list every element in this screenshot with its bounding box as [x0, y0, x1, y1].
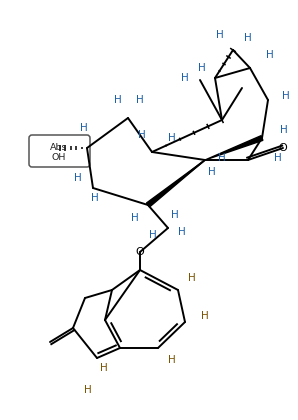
Text: Abs: Abs	[50, 142, 68, 152]
Text: H: H	[216, 30, 224, 40]
Text: H: H	[266, 50, 274, 60]
Text: H: H	[80, 123, 88, 133]
Text: H: H	[178, 227, 186, 237]
Text: H: H	[138, 130, 146, 140]
Text: H: H	[171, 210, 179, 220]
FancyBboxPatch shape	[29, 135, 90, 167]
Text: O: O	[136, 247, 144, 257]
Text: H: H	[208, 167, 216, 177]
Text: H: H	[168, 133, 176, 143]
Polygon shape	[205, 136, 263, 160]
Text: OH: OH	[52, 153, 66, 163]
Text: H: H	[274, 153, 282, 163]
Text: H: H	[218, 153, 226, 163]
Text: H: H	[131, 213, 139, 223]
Text: H: H	[74, 173, 82, 183]
Polygon shape	[146, 160, 205, 207]
Text: H: H	[244, 33, 252, 43]
Text: H: H	[181, 73, 189, 83]
Text: H: H	[136, 95, 144, 105]
Text: H: H	[201, 311, 209, 321]
Text: H: H	[149, 230, 157, 240]
Text: H: H	[91, 193, 99, 203]
Text: O: O	[279, 143, 287, 153]
Text: H: H	[188, 273, 196, 283]
Text: H: H	[280, 125, 288, 135]
Text: H: H	[198, 63, 206, 73]
Text: H: H	[84, 385, 92, 395]
Text: H: H	[282, 91, 290, 101]
Text: H: H	[114, 95, 122, 105]
Text: H: H	[100, 363, 108, 373]
Text: H: H	[168, 355, 176, 365]
